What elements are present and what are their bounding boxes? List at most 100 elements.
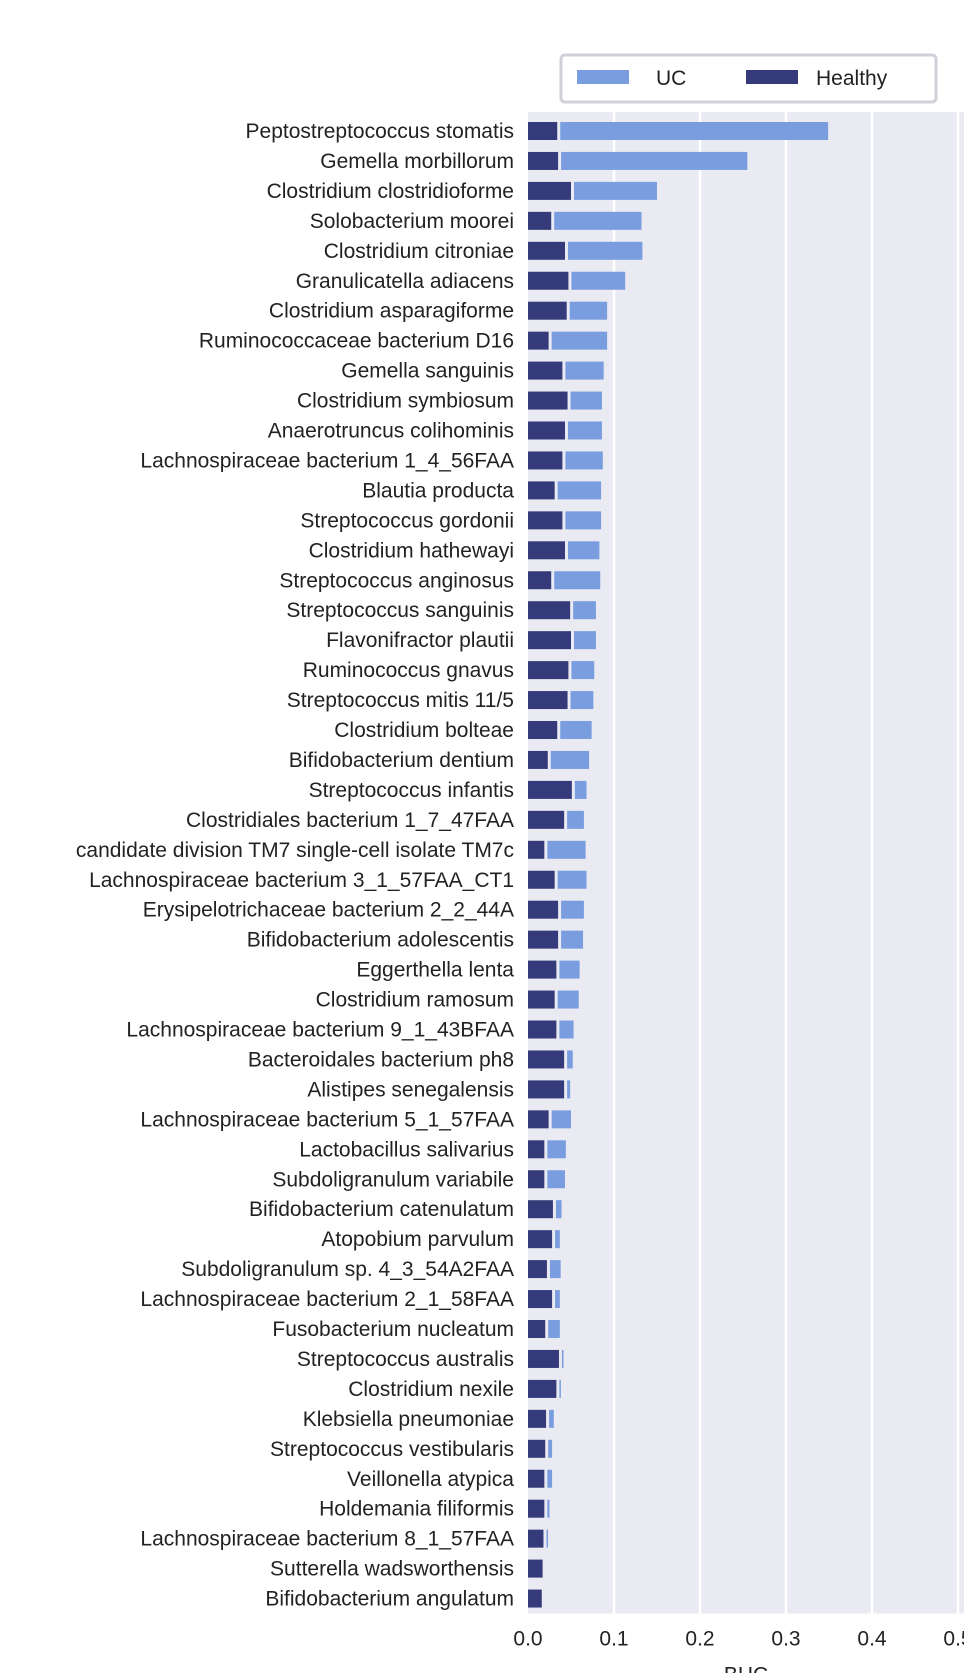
bar-healthy [528,541,565,560]
category-label: Ruminococcus gnavus [303,659,514,682]
bar-healthy [528,1230,553,1249]
bar-healthy [528,780,572,799]
bar-healthy [528,511,563,530]
x-tick-labels: 0.0 0.1 0.2 0.3 0.4 0.5 [513,1628,964,1651]
category-label: Clostridium clostridioforme [267,180,514,203]
category-label: Alistipes senegalensis [307,1078,514,1101]
bar-uc [560,122,829,140]
category-label: Lachnospiraceae bacterium 2_1_58FAA [140,1288,514,1311]
bar-healthy [528,1469,545,1488]
category-label: Bacteroidales bacterium ph8 [248,1048,514,1071]
bar-healthy [528,301,567,320]
bar-uc [565,451,603,470]
bar-healthy [528,1170,545,1189]
bar-uc [557,990,579,1009]
bar-healthy [528,391,568,410]
bar-uc [554,211,642,230]
category-label: Holdemania filiformis [319,1498,514,1521]
bar-uc [559,1379,561,1398]
bar-healthy [528,1349,559,1368]
bar-healthy [528,750,548,769]
bar-uc [561,900,584,919]
legend-swatch [746,70,798,84]
category-label: Lachnospiraceae bacterium 8_1_57FAA [140,1528,514,1551]
bar-uc [567,541,600,560]
bar-uc [547,1499,550,1518]
bar-healthy [528,721,558,739]
bar-healthy [528,151,559,170]
category-label: Eggerthella lenta [356,959,514,982]
category-label: Streptococcus anginosus [279,569,514,592]
bar-healthy [528,1379,557,1398]
bar-uc [574,780,587,799]
bar-uc [569,301,608,320]
bar-healthy [528,122,558,140]
bar-uc [571,661,595,680]
bar-uc [561,930,584,949]
bar-healthy [528,181,571,200]
category-label: Lachnospiraceae bacterium 3_1_57FAA_CT1 [89,869,514,892]
category-label: Bifidobacterium catenulatum [249,1198,514,1221]
bar-healthy [528,631,571,650]
bar-uc [560,721,592,739]
legend-swatch [577,70,629,84]
bar-uc [547,1469,553,1488]
legend-items: UC Healthy [577,67,888,90]
grid-lines [612,112,960,1614]
category-label: Peptostreptococcus stomatis [246,120,514,143]
bar-uc [567,421,602,440]
bar-healthy [528,930,559,949]
category-label: Klebsiella pneumoniae [303,1408,514,1431]
category-label: Erysipelotrichaceae bacterium 2_2_44A [143,899,514,922]
category-label: Flavonifractor plautii [326,629,514,652]
category-label: Streptococcus sanguinis [286,599,514,622]
category-label: Clostridium hathewayi [309,539,514,562]
category-label: Streptococcus vestibularis [270,1438,514,1461]
bar-healthy [528,421,565,440]
bar-healthy [528,661,569,680]
category-label: Granulicatella adiacens [296,270,514,293]
bar-healthy [528,900,559,919]
category-label: Streptococcus australis [297,1348,514,1371]
bar-healthy [528,1260,547,1279]
bar-healthy [528,990,555,1009]
x-tick-label: 0.0 [513,1628,542,1651]
bar-uc [567,1080,571,1099]
bar-uc [548,1439,553,1458]
bar-healthy [528,1529,544,1548]
bar-healthy [528,1320,546,1338]
category-label: Gemella morbillorum [320,150,514,173]
bar-uc [561,1349,564,1368]
x-tick-label: 0.3 [771,1628,800,1651]
bar-healthy [528,1080,565,1099]
legend-label: UC [656,67,686,90]
legend: UC Healthy [559,53,938,104]
category-label: Lachnospiraceae bacterium 1_4_56FAA [140,449,514,472]
category-label: Streptococcus gordonii [300,509,514,532]
category-label: Clostridium asparagiforme [269,300,514,323]
bar-uc [546,1529,548,1548]
bar-healthy [528,1559,543,1578]
bar-uc [555,1200,562,1219]
bar-uc [565,361,604,380]
bar-healthy [528,870,555,889]
bar-healthy [528,840,545,859]
bar-uc [570,391,602,410]
bar-uc [567,241,643,260]
bar-healthy [528,241,565,260]
bar-healthy [528,601,571,620]
bar-healthy [528,571,552,590]
category-labels: Peptostreptococcus stomatis Gemella morbi… [76,120,514,1611]
x-tick-label: 0.2 [685,1628,714,1651]
bar-uc [571,271,626,290]
category-label: Clostridium citroniae [324,240,514,263]
bar-uc [561,151,748,170]
bar-uc [574,181,657,200]
bar-healthy [528,451,563,470]
category-label: Clostridium symbiosum [297,390,514,413]
bar-uc [549,1409,554,1428]
category-label: Clostridium ramosum [316,989,514,1012]
category-label: Veillonella atypica [347,1468,514,1491]
